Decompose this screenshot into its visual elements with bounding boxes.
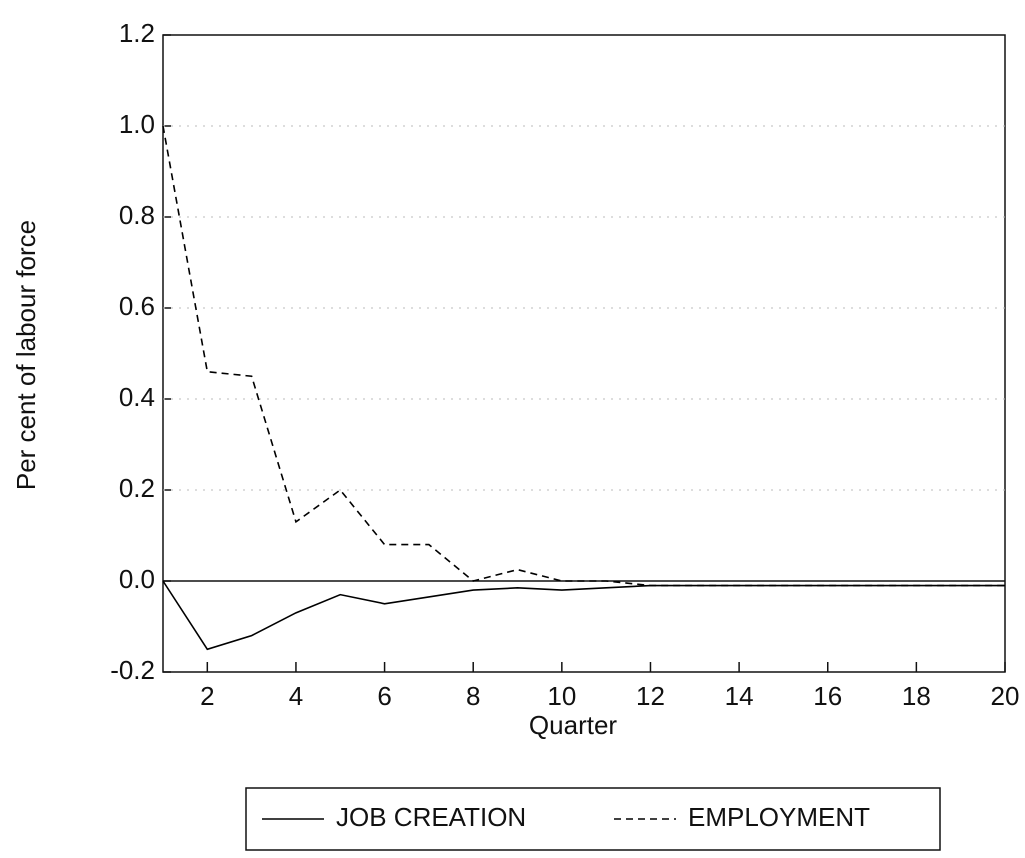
x-tick-label: 14: [725, 681, 754, 711]
x-axis-label: Quarter: [529, 710, 617, 740]
x-tick-label: 2: [200, 681, 214, 711]
legend-label: EMPLOYMENT: [688, 802, 870, 832]
x-tick-label: 12: [636, 681, 665, 711]
y-tick-label: 1.0: [119, 109, 155, 139]
y-tick-label: 1.2: [119, 18, 155, 48]
y-tick-label: 0.6: [119, 291, 155, 321]
x-tick-label: 20: [991, 681, 1020, 711]
y-tick-label: 0.0: [119, 564, 155, 594]
y-tick-label: 0.8: [119, 200, 155, 230]
x-tick-label: 4: [289, 681, 303, 711]
plot-frame: [162, 34, 1006, 673]
legend-label: JOB CREATION: [336, 802, 526, 832]
x-tick-label: 18: [902, 681, 931, 711]
y-axis-label: Per cent of labour force: [11, 220, 41, 490]
y-tick-label: 0.2: [119, 473, 155, 503]
y-tick-label: -0.2: [110, 655, 155, 685]
series-line: [162, 580, 1005, 651]
x-tick-label: 10: [547, 681, 576, 711]
x-tick-label: 8: [466, 681, 480, 711]
y-tick-label: 0.4: [119, 382, 155, 412]
x-tick-label: 6: [377, 681, 391, 711]
series-line: [162, 125, 1005, 587]
legend-box: [245, 787, 941, 851]
x-tick-label: 16: [813, 681, 842, 711]
